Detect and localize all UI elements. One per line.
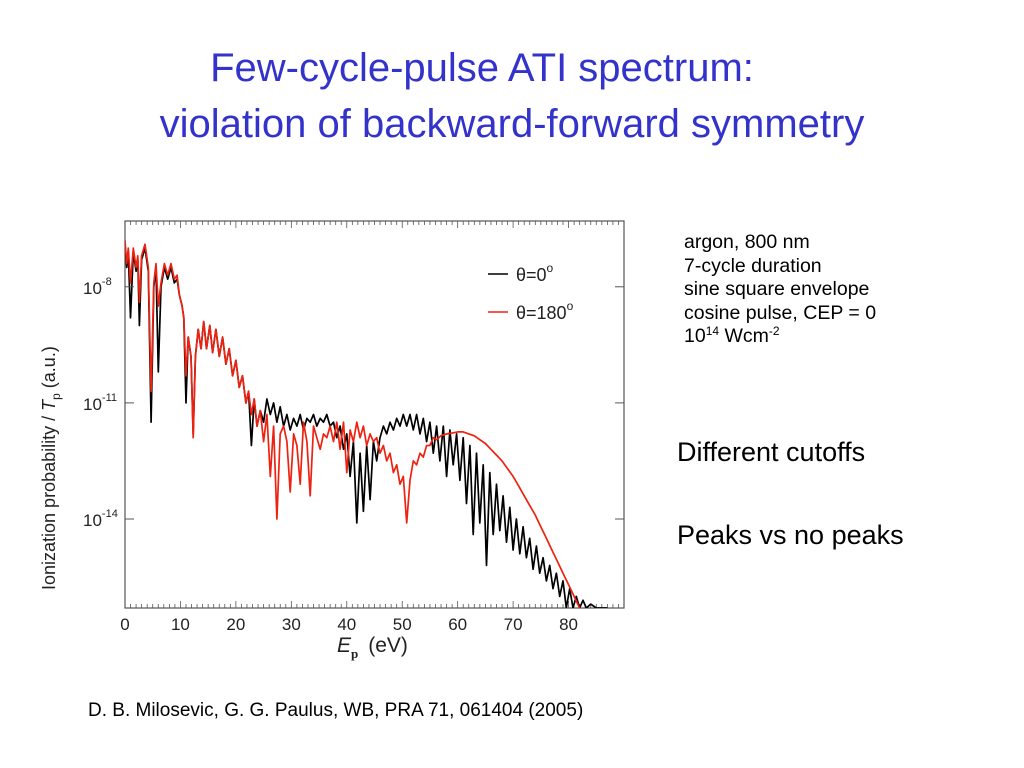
plot-frame <box>124 220 625 609</box>
x-axis-ticks: 0 10 20 30 40 50 60 70 80 <box>120 615 578 634</box>
note-different-cutoffs: Different cutoffs <box>677 437 866 467</box>
x-tick-label: 80 <box>559 615 578 634</box>
x-tick-label: 20 <box>226 615 245 634</box>
param-cep: cosine pulse, CEP = 0 <box>684 301 877 324</box>
x-tick-label: 50 <box>393 615 412 634</box>
legend-label-theta0: θ=0o <box>516 261 554 285</box>
series-line-theta180 <box>125 240 581 608</box>
series-group <box>125 240 608 608</box>
note-peaks-vs-no-peaks: Peaks vs no peaks <box>677 520 904 550</box>
legend-label-theta180: θ=180o <box>516 299 574 323</box>
y-axis-ticks: 10-8 10-11 10-14 <box>83 276 624 530</box>
legend: θ=0o θ=180o <box>488 261 574 323</box>
param-intensity: 1014 Wcm-2 <box>684 324 780 347</box>
x-tick-label: 60 <box>448 615 467 634</box>
slide-title-line2: violation of backward-forward symmetry <box>159 102 865 146</box>
x-tick-label: 30 <box>282 615 301 634</box>
slide-title-line1: Few-cycle-pulse ATI spectrum: <box>210 46 754 90</box>
param-duration: 7-cycle duration <box>684 254 822 277</box>
x-axis-label: Ep (eV) <box>337 634 408 661</box>
param-target: argon, 800 nm <box>684 231 810 253</box>
x-tick-label: 0 <box>120 615 129 634</box>
y-axis-label: Ionization probability / Tp (a.u.) <box>39 346 63 590</box>
param-envelope: sine square envelope <box>684 278 870 300</box>
y-tick-label: 10-8 <box>83 276 112 298</box>
x-tick-label: 10 <box>171 615 190 634</box>
x-tick-label: 70 <box>504 615 523 634</box>
y-tick-label: 10-14 <box>83 508 118 530</box>
citation: D. B. Milosevic, G. G. Paulus, WB, PRA 7… <box>88 700 584 721</box>
simulation-parameters: argon, 800 nm 7-cycle duration sine squa… <box>684 231 876 349</box>
y-tick-label: 10-11 <box>83 392 117 414</box>
minor-ticks <box>124 221 625 608</box>
x-tick-label: 40 <box>337 615 356 634</box>
